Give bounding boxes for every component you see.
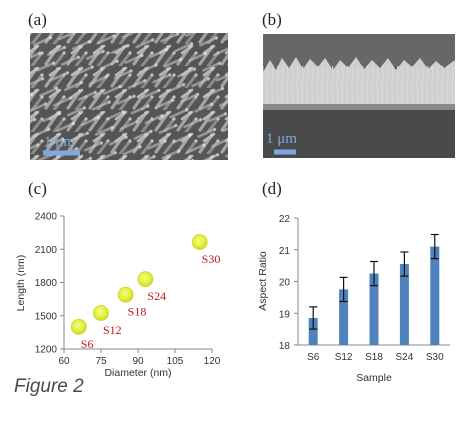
scatter-y-tick-label: 1200 — [35, 345, 58, 356]
bar — [369, 273, 379, 345]
scatter-y-tick-label: 1500 — [35, 311, 58, 322]
scatter-point — [191, 234, 208, 250]
bar-y-tick-label: 21 — [279, 246, 291, 257]
scatter-y-tick-label: 1800 — [35, 278, 58, 289]
scatter-x-tick-label: 90 — [132, 356, 144, 367]
panel-label-a: (a) — [28, 10, 47, 29]
scatter-point-label: S6 — [81, 337, 94, 351]
bar-category-label: S12 — [335, 352, 353, 363]
bar-y-tick-label: 19 — [279, 309, 291, 320]
scatter-chart: 60 75 90 105 120 1200 1500 1800 2100 2400 S6 S12 S1… — [15, 212, 221, 380]
panel-label-c: (c) — [28, 179, 47, 198]
bar-category-label: S30 — [426, 352, 444, 363]
scale-label-a: 1 μm — [44, 134, 75, 150]
bar-y-tick-label: 22 — [279, 214, 291, 225]
panel-label-d: (d) — [262, 179, 282, 198]
scatter-x-tick-label: 60 — [58, 356, 70, 367]
panel-label-b: (b) — [262, 10, 282, 29]
bar-y-axis-label: Aspect Ratio — [257, 251, 269, 311]
bar-category-label: S18 — [365, 352, 383, 363]
scatter-point-label: S30 — [202, 252, 221, 266]
scale-label-b: 1 μm — [266, 131, 297, 147]
bar — [399, 264, 409, 345]
scatter-point — [93, 305, 109, 321]
scatter-point-label: S18 — [128, 305, 147, 319]
scatter-point — [117, 286, 134, 303]
bar-y-tick-label: 18 — [279, 341, 291, 352]
scatter-x-axis-label: Diameter (nm) — [104, 367, 171, 379]
bar — [308, 318, 318, 345]
scatter-point — [70, 318, 87, 335]
scatter-x-tick-label: 75 — [95, 356, 107, 367]
scatter-y-tick-label: 2400 — [35, 212, 58, 223]
bar-category-label: S24 — [396, 352, 414, 363]
scatter-x-tick-label: 105 — [167, 356, 184, 367]
scatter-y-tick-label: 2100 — [35, 245, 58, 256]
bar-x-axis-label: Sample — [356, 372, 392, 384]
bar — [430, 246, 440, 345]
bar-chart: 18 19 20 21 22 S6 S12 S18 S24 S30 Sample Aspect … — [257, 214, 450, 384]
scatter-point — [137, 271, 154, 288]
scatter-x-tick-label: 120 — [204, 356, 221, 367]
bar — [339, 289, 349, 345]
scatter-point-label: S12 — [103, 323, 122, 337]
sem-image-cross-section: 1 μm — [263, 34, 455, 158]
figure-caption: Figure 2 — [14, 376, 84, 397]
scatter-y-axis-label: Length (nm) — [15, 255, 27, 312]
sem-image-top-view: 1 μm — [30, 33, 228, 160]
scatter-point-label: S24 — [147, 289, 166, 303]
bar-category-label: S6 — [307, 352, 320, 363]
bar-y-tick-label: 20 — [279, 278, 291, 289]
